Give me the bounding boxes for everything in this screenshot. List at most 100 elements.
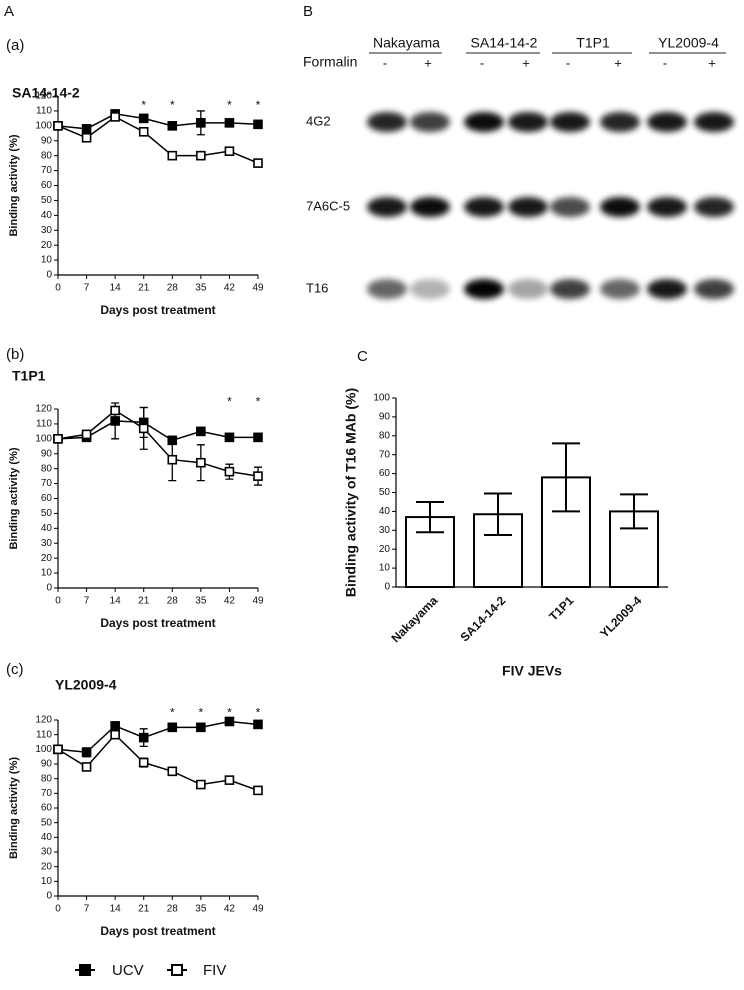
x-tick-label: 28 (167, 904, 179, 915)
y-tick-label: 0 (46, 583, 52, 594)
significance-mark: * (256, 98, 261, 112)
data-point (224, 118, 235, 128)
data-point (110, 416, 120, 426)
y-tick-label: 100 (373, 393, 390, 404)
y-tick-label: 90 (41, 759, 53, 770)
x-tick-label: YL2009-4 (597, 593, 644, 640)
x-tick-label: 49 (252, 904, 264, 915)
blot-sign: - (480, 55, 484, 70)
y-tick-label: 0 (384, 582, 390, 593)
blot-band (464, 112, 504, 132)
x-axis-title: FIV JEVs (502, 663, 562, 679)
y-tick-label: 20 (41, 240, 53, 251)
y-tick-label: 60 (41, 493, 53, 504)
y-tick-label: 80 (379, 430, 391, 441)
x-tick-label: T1P1 (546, 593, 576, 623)
blot-band (508, 279, 548, 299)
y-tick-label: 90 (379, 412, 391, 423)
x-tick-label: 35 (195, 283, 207, 294)
y-tick-label: 120 (35, 715, 52, 726)
blot-band (550, 279, 590, 299)
x-tick-label: 14 (110, 904, 122, 915)
panel-label: (b) (6, 346, 24, 363)
blot-antibody-label: 7A6C-5 (306, 198, 350, 213)
x-tick-label: 21 (138, 596, 150, 607)
x-tick-label: 7 (84, 904, 90, 915)
legend-marker (171, 964, 183, 976)
y-tick-label: 110 (36, 729, 52, 740)
data-point (110, 729, 120, 740)
y-tick-label: 10 (41, 255, 53, 266)
y-axis-title: Binding activity of T16 MAb (%) (343, 388, 359, 597)
data-point (167, 722, 178, 733)
error-bar (552, 442, 580, 513)
blot-band (600, 112, 640, 132)
data-point (53, 434, 63, 444)
blot-sign: + (522, 55, 530, 70)
data-point (196, 457, 206, 468)
x-tick-label: SA14-14-2 (457, 593, 508, 644)
blot-band (550, 197, 590, 217)
y-tick-label: 20 (41, 553, 53, 564)
y-tick-label: 30 (41, 538, 53, 549)
y-axis-title: Binding activity (%) (8, 134, 20, 236)
data-point (81, 762, 92, 772)
x-tick-label: 21 (138, 283, 150, 294)
y-tick-label: 50 (379, 487, 391, 498)
panel-label: (c) (6, 661, 24, 678)
data-point (196, 426, 206, 437)
x-tick-label: Nakayama (388, 593, 440, 645)
x-tick-label: 42 (224, 596, 236, 607)
blot-band (508, 112, 548, 132)
y-tick-label: 50 (41, 508, 53, 519)
y-tick-label: 60 (41, 180, 53, 191)
y-tick-label: 30 (41, 847, 53, 858)
y-tick-label: 30 (41, 225, 53, 236)
blot-band (464, 279, 504, 299)
data-point (81, 124, 92, 134)
data-point (253, 432, 263, 443)
y-tick-label: 100 (35, 744, 52, 755)
data-point (138, 113, 149, 124)
significance-mark: * (227, 395, 232, 409)
x-tick-label: 49 (252, 283, 264, 294)
x-tick-label: 7 (84, 596, 90, 607)
x-axis-title: Days post treatment (100, 924, 215, 938)
data-point (138, 423, 149, 434)
figure-label: B (303, 3, 313, 20)
significance-mark: * (170, 98, 175, 112)
data-point (138, 732, 149, 743)
y-tick-label: 110 (36, 106, 52, 117)
legend-marker (79, 964, 91, 976)
data-point (196, 118, 206, 128)
data-point (253, 471, 263, 481)
data-point (167, 121, 178, 131)
figure-label: A (4, 3, 14, 20)
data-point (167, 454, 178, 465)
x-tick-label: 0 (55, 904, 61, 915)
x-tick-label: 35 (195, 904, 207, 915)
y-tick-label: 90 (41, 448, 53, 459)
data-point (196, 150, 206, 161)
data-point (53, 121, 63, 131)
blot-band (647, 197, 687, 217)
significance-mark: * (199, 706, 204, 720)
data-point (81, 747, 92, 758)
y-tick-label: 20 (41, 861, 53, 872)
data-point (53, 744, 63, 755)
significance-mark: * (256, 706, 261, 720)
y-tick-label: 40 (379, 506, 391, 517)
blot-strain-label: SA14-14-2 (471, 35, 538, 51)
data-point (196, 779, 206, 790)
y-tick-label: 100 (35, 120, 52, 131)
data-point (253, 719, 263, 730)
data-point (81, 429, 92, 440)
blot-band (600, 197, 640, 217)
significance-mark: * (227, 98, 232, 112)
x-tick-label: 28 (167, 596, 179, 607)
y-tick-label: 0 (46, 891, 52, 902)
blot-band (647, 279, 687, 299)
y-tick-label: 10 (41, 876, 53, 887)
y-tick-label: 120 (35, 91, 52, 102)
